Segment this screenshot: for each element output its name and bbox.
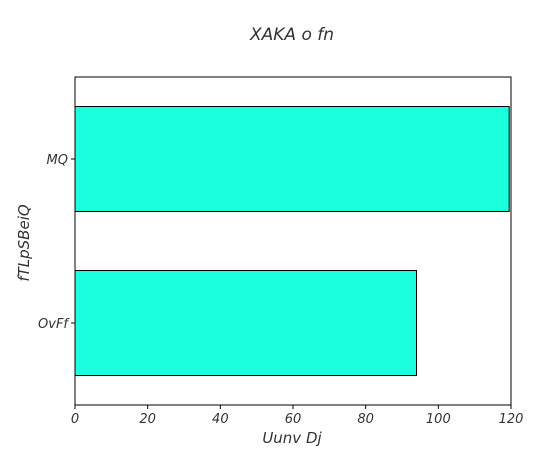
x-tick-label: 100: [426, 412, 451, 427]
chart-title: XAKA o fn: [249, 25, 334, 45]
y-tick-label: MQ: [47, 153, 68, 168]
x-tick-label: 80: [357, 412, 374, 427]
y-axis-label: fTLpSBeiQ: [15, 204, 33, 282]
x-tick-label: 0: [71, 412, 79, 427]
x-axis-label: Uunv Dj: [262, 429, 322, 447]
bar-mq: [75, 107, 509, 212]
bars-group: [75, 107, 509, 376]
x-tick-label: 40: [212, 412, 229, 427]
y-tick-label: OvFf: [38, 317, 70, 332]
x-tick-label: 120: [499, 412, 524, 427]
x-tick-label: 20: [139, 412, 156, 427]
y-ticks-group: MQ OvFf: [38, 153, 75, 332]
x-tick-label: 60: [285, 412, 302, 427]
bar-ovff: [75, 271, 417, 376]
x-ticks-group: 0 20 40 60 80 100 120: [71, 405, 524, 427]
